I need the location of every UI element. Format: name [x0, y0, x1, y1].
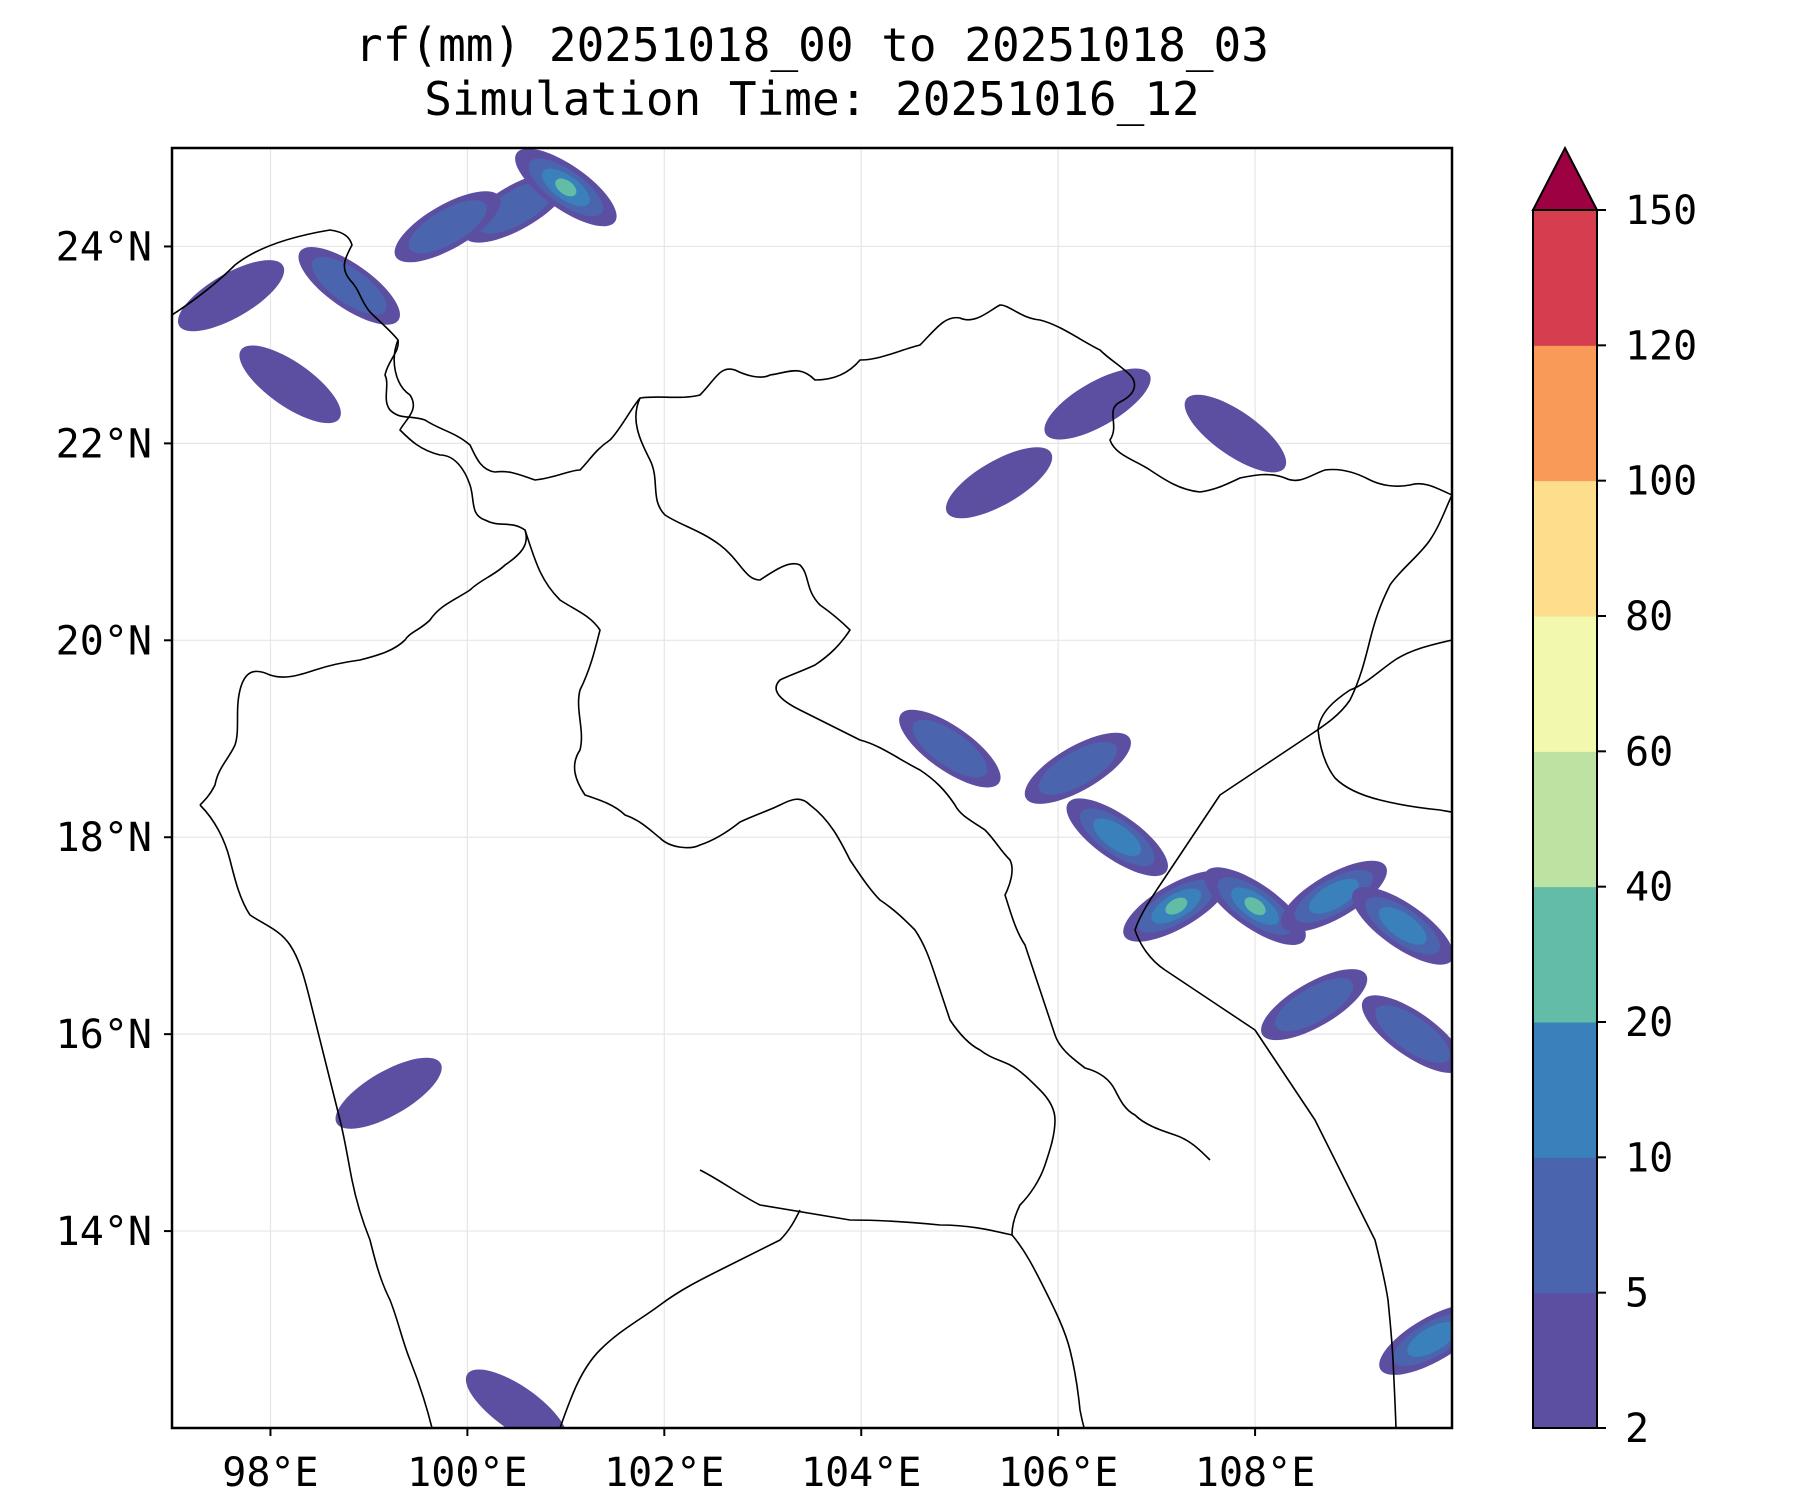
border-china-north: [172, 229, 1452, 496]
rain-cell: [899, 709, 1001, 788]
x-tick-label: 104°E: [801, 1450, 921, 1496]
colorbar-segment: [1533, 1022, 1597, 1158]
colorbar-segment: [1533, 886, 1597, 1023]
y-tick-label: 18°N: [56, 815, 152, 861]
border-thailand-laos: [524, 529, 1056, 1236]
rain-level-1: [1375, 1005, 1450, 1063]
y-tick-label: 20°N: [56, 618, 152, 664]
colorbar-label: 80: [1625, 594, 1673, 640]
title-line-2: Simulation Time: 20251016_12: [424, 72, 1200, 126]
rain-level-3: [1244, 897, 1266, 916]
x-tick-label: 108°E: [1195, 1450, 1315, 1496]
rain-level-1: [912, 719, 988, 778]
colorbar-label: 150: [1625, 188, 1697, 234]
rain-level-0: [1184, 394, 1287, 473]
y-axis-ticks: 14°N 16°N 18°N 20°N 22°N 24°N: [56, 224, 172, 1255]
rain-cell: [1066, 798, 1168, 877]
rain-cell: [394, 191, 501, 263]
colorbar-segment: [1533, 1157, 1597, 1294]
rain-cell: [1184, 394, 1287, 473]
colorbar-segment: [1533, 480, 1597, 617]
gridlines: [172, 148, 1452, 1428]
colorbar-label: 120: [1625, 323, 1697, 369]
rain-cell: [1361, 995, 1452, 1074]
rain-level-1: [1275, 978, 1354, 1032]
rain-cell: [335, 1057, 442, 1129]
border-thailand-cambodia: [699, 1169, 1086, 1428]
rain-cell: [298, 246, 400, 325]
rain-cell: [1024, 732, 1131, 804]
y-tick-label: 22°N: [56, 421, 152, 467]
y-tick-label: 24°N: [56, 224, 152, 270]
rain-cell: [515, 148, 617, 227]
x-tick-label: 100°E: [407, 1450, 527, 1496]
rain-cell: [239, 345, 341, 424]
colorbar-segment: [1533, 1292, 1597, 1429]
title-line-1: rf(mm) 20251018_00 to 20251018_03: [355, 18, 1269, 72]
colorbar-label: 40: [1625, 865, 1673, 911]
rain-level-3: [555, 178, 577, 197]
colorbar-label: 5: [1625, 1271, 1649, 1317]
colorbar-label: 60: [1625, 729, 1673, 775]
rain-cell: [177, 260, 285, 332]
rain-cell: [1044, 368, 1151, 440]
y-tick-label: 14°N: [56, 1209, 152, 1255]
colorbar-label: 10: [1625, 1135, 1673, 1181]
map-title: rf(mm) 20251018_00 to 20251018_03 Simula…: [172, 18, 1452, 126]
rain-level-1: [477, 180, 556, 234]
rain-level-0: [945, 447, 1053, 519]
colorbar: 2 5 10 20 40 60 80 100 120 150: [1531, 145, 1697, 1452]
rain-cell: [1261, 969, 1368, 1041]
rain-level-2: [1407, 1321, 1452, 1357]
rain-level-2: [1308, 878, 1359, 914]
rain-cell: [1204, 867, 1306, 946]
rain-level-1: [311, 257, 387, 315]
map-frame: [170, 146, 1454, 1430]
rain-level-1: [1038, 741, 1117, 795]
rain-cell: [1123, 870, 1230, 942]
rain-level-0: [239, 345, 341, 424]
x-tick-label: 98°E: [222, 1450, 318, 1496]
rain-level-0: [1044, 368, 1151, 440]
map-background: [172, 148, 1452, 1428]
border-myanmar-laos: [199, 339, 527, 806]
border-laos-vietnam: [635, 397, 1211, 1161]
rain-cell: [1352, 886, 1452, 965]
rain-level-3: [1165, 897, 1188, 915]
coastline-gulf: [559, 1209, 801, 1428]
colorbar-frame: [1532, 209, 1598, 1429]
colorbar-label: 2: [1625, 1406, 1649, 1452]
coastline-hainan: [1317, 639, 1452, 813]
rain-level-0: [177, 260, 285, 332]
rain-level-1: [408, 200, 487, 254]
rain-cell: [945, 447, 1053, 519]
border-thailand-south: [199, 804, 433, 1428]
rain-level-0: [335, 1057, 442, 1129]
rainfall-layer: [177, 148, 1452, 1428]
y-tick-label: 16°N: [56, 1012, 152, 1058]
rain-cell: [1280, 860, 1387, 932]
coastline-vietnam: [1134, 494, 1452, 1428]
colorbar-segment: [1533, 345, 1597, 482]
x-tick-label: 106°E: [998, 1450, 1118, 1496]
colorbar-label: 20: [1625, 1000, 1673, 1046]
country-borders: [172, 229, 1452, 1428]
rain-level-2: [1093, 818, 1142, 857]
colorbar-segment: [1533, 210, 1597, 346]
x-axis-ticks: 98°E 100°E 102°E 104°E 106°E 108°E: [222, 1428, 1315, 1496]
x-tick-label: 102°E: [604, 1450, 724, 1496]
colorbar-segment: [1533, 616, 1597, 752]
rain-level-2: [1378, 907, 1427, 945]
colorbar-extend-arrow: [1531, 145, 1599, 211]
colorbar-label: 100: [1625, 459, 1697, 505]
colorbar-segment: [1533, 751, 1597, 888]
